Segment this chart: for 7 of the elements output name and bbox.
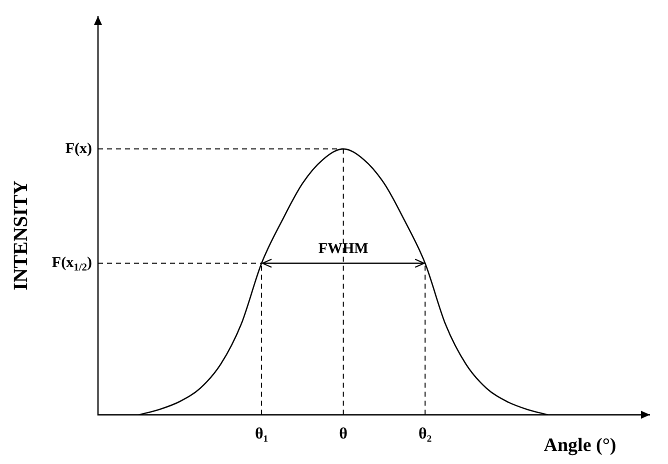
annotation: FWHM [318,241,368,258]
x-tick-label: θ₂ [418,426,432,443]
x-tick-label: θ₁ [254,426,268,443]
x-axis-title: Angle (°) [544,434,616,456]
y-axis-title: INTENSITY [10,180,32,290]
x-tick-label: θ [339,426,348,443]
ref-line-label: F(x) [65,140,92,157]
